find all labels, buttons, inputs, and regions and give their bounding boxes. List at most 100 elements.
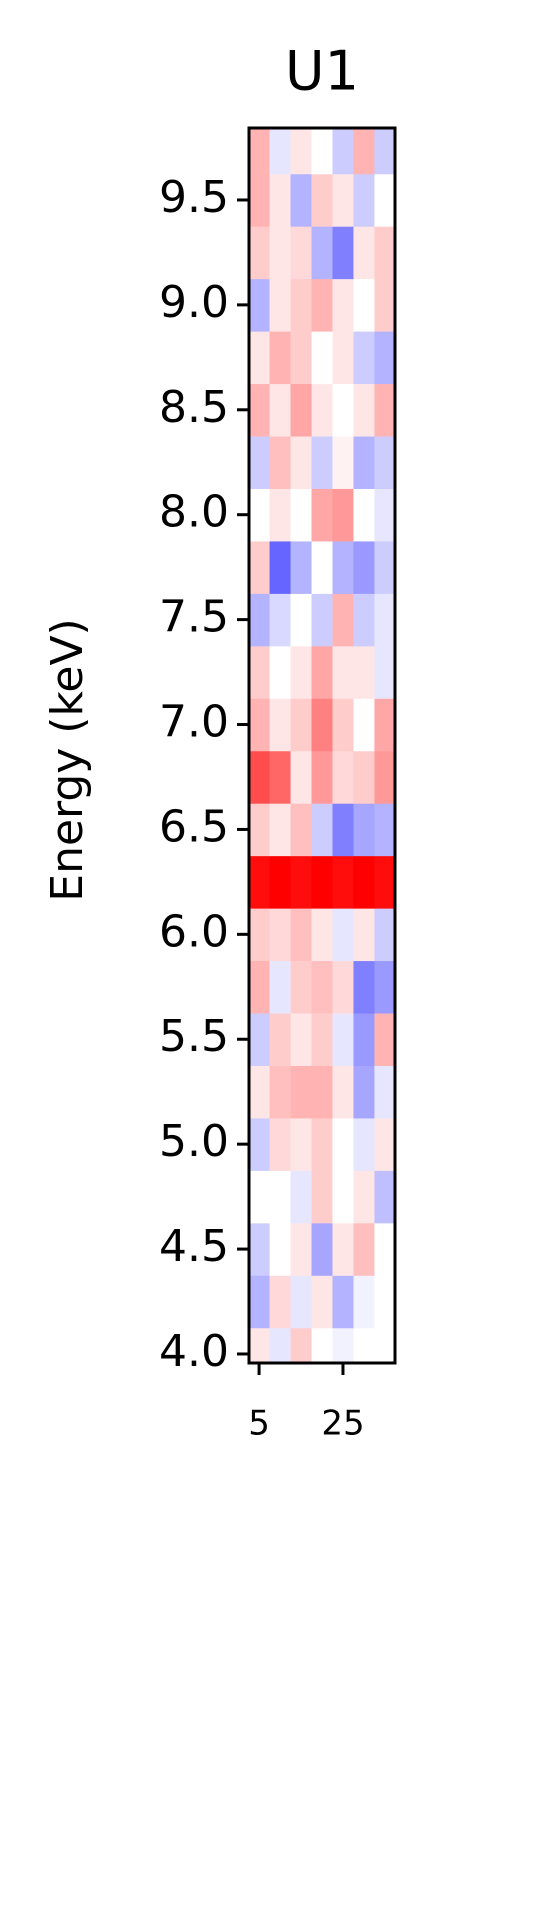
heatmap-cell xyxy=(249,488,271,542)
heatmap-cell xyxy=(332,436,354,489)
heatmap-cell xyxy=(374,383,395,437)
heatmap-cell xyxy=(249,908,271,962)
heatmap-cell xyxy=(290,331,313,385)
heatmap-cell xyxy=(290,436,313,489)
heatmap-cell xyxy=(311,750,333,804)
heatmap-cell xyxy=(332,331,354,385)
heatmap-cell xyxy=(353,1222,375,1276)
heatmap-cell xyxy=(332,855,354,909)
heatmap-cell xyxy=(311,488,333,542)
heatmap-cell xyxy=(290,1013,313,1066)
heatmap-cell xyxy=(269,173,292,227)
heatmap-cell xyxy=(249,540,271,594)
heatmap-cell xyxy=(249,750,271,804)
heatmap-cell xyxy=(311,331,333,385)
heatmap-cell xyxy=(311,960,333,1014)
heatmap-cell xyxy=(332,803,354,857)
heatmap-cell xyxy=(332,698,354,752)
heatmap-cell xyxy=(249,1222,271,1276)
heatmap-cell xyxy=(353,278,375,332)
heatmap-cell xyxy=(374,1065,395,1119)
heatmap-cell xyxy=(269,488,292,542)
heatmap-cell xyxy=(249,278,271,332)
heatmap-cell xyxy=(311,908,333,962)
heatmap-cell xyxy=(290,645,313,699)
heatmap-cell xyxy=(249,1013,271,1066)
heatmap-cell xyxy=(332,1013,354,1066)
heatmap-cell xyxy=(332,173,354,227)
heatmap-cell xyxy=(374,1170,395,1224)
heatmap-cell xyxy=(332,488,354,542)
heatmap-cell xyxy=(353,128,375,175)
heatmap-cell xyxy=(311,1327,333,1363)
heatmap-cell xyxy=(374,645,395,699)
heatmap-cell xyxy=(269,960,292,1014)
heatmap-cell xyxy=(290,803,313,857)
heatmap-cell xyxy=(374,278,395,332)
heatmap-cell xyxy=(353,1117,375,1171)
heatmap-cell xyxy=(290,855,313,909)
heatmap-cell xyxy=(311,278,333,332)
heatmap-cell xyxy=(311,855,333,909)
heatmap-cell xyxy=(374,128,395,175)
heatmap-cell xyxy=(311,436,333,489)
heatmap-cell xyxy=(374,226,395,280)
heatmap-cell xyxy=(269,278,292,332)
heatmap-cell xyxy=(332,750,354,804)
heatmap-cell xyxy=(269,593,292,647)
y-tick-label: 6.0 xyxy=(159,906,229,957)
y-tick-label: 5.0 xyxy=(159,1116,229,1167)
heatmap-cell xyxy=(353,750,375,804)
heatmap-cell xyxy=(311,593,333,647)
heatmap-cell xyxy=(311,1275,333,1329)
heatmap-cell xyxy=(332,540,354,594)
heatmap-cell xyxy=(249,1065,271,1119)
y-tick-label: 4.5 xyxy=(159,1221,229,1272)
heatmap-cell xyxy=(311,383,333,437)
heatmap xyxy=(249,128,395,1363)
heatmap-cell xyxy=(290,908,313,962)
heatmap-cell xyxy=(269,1275,292,1329)
heatmap-cell xyxy=(353,173,375,227)
heatmap-cell xyxy=(290,128,313,175)
heatmap-cell xyxy=(311,226,333,280)
heatmap-cell xyxy=(332,1117,354,1171)
heatmap-cell xyxy=(332,645,354,699)
heatmap-cell xyxy=(290,226,313,280)
heatmap-cell xyxy=(332,1170,354,1224)
heatmap-cell xyxy=(249,331,271,385)
heatmap-cell xyxy=(269,226,292,280)
y-tick-label: 7.5 xyxy=(159,592,229,643)
heatmap-cell xyxy=(269,645,292,699)
heatmap-cell xyxy=(332,1222,354,1276)
heatmap-cell xyxy=(290,698,313,752)
heatmap-cell xyxy=(249,173,271,227)
heatmap-cell xyxy=(332,1065,354,1119)
heatmap-cell xyxy=(311,698,333,752)
heatmap-cell xyxy=(269,436,292,489)
heatmap-cell xyxy=(249,593,271,647)
heatmap-cell xyxy=(290,1170,313,1224)
heatmap-cell xyxy=(290,540,313,594)
y-tick-label: 5.5 xyxy=(159,1011,229,1062)
axes-frame xyxy=(247,126,397,1365)
heatmap-cell xyxy=(290,173,313,227)
heatmap-cell xyxy=(332,226,354,280)
heatmap-cell xyxy=(290,750,313,804)
y-tick-label: 9.5 xyxy=(159,172,229,223)
heatmap-cell xyxy=(332,908,354,962)
heatmap-cell xyxy=(332,960,354,1014)
heatmap-cell xyxy=(353,593,375,647)
y-tick-label: 9.0 xyxy=(159,277,229,328)
heatmap-cell xyxy=(249,1117,271,1171)
heatmap-cell xyxy=(374,1013,395,1066)
heatmap-cell xyxy=(353,540,375,594)
heatmap-cell xyxy=(353,1170,375,1224)
heatmap-cell xyxy=(353,331,375,385)
heatmap-cell xyxy=(269,750,292,804)
heatmap-cell xyxy=(269,383,292,437)
heatmap-cell xyxy=(269,1117,292,1171)
heatmap-cell xyxy=(374,593,395,647)
heatmap-cell xyxy=(290,278,313,332)
